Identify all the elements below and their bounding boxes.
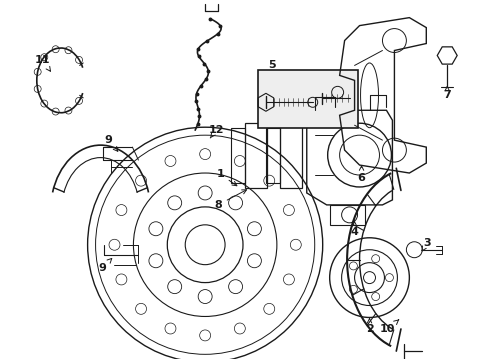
Text: 11: 11 <box>35 55 50 71</box>
Bar <box>258 71 357 128</box>
Text: 9: 9 <box>104 135 118 151</box>
Text: 5: 5 <box>267 60 275 71</box>
Bar <box>244 123 266 188</box>
Text: 1: 1 <box>216 169 236 186</box>
Text: 9: 9 <box>99 258 112 273</box>
Text: 2: 2 <box>365 318 373 334</box>
Bar <box>279 123 301 188</box>
Text: 10: 10 <box>379 320 398 334</box>
Text: 8: 8 <box>214 190 246 210</box>
Text: 4: 4 <box>350 221 358 237</box>
Text: 6: 6 <box>357 166 365 183</box>
Text: 3: 3 <box>421 238 430 251</box>
Text: 12: 12 <box>208 125 224 138</box>
Bar <box>265 128 279 183</box>
Bar <box>230 128 244 183</box>
Text: 7: 7 <box>443 86 450 100</box>
